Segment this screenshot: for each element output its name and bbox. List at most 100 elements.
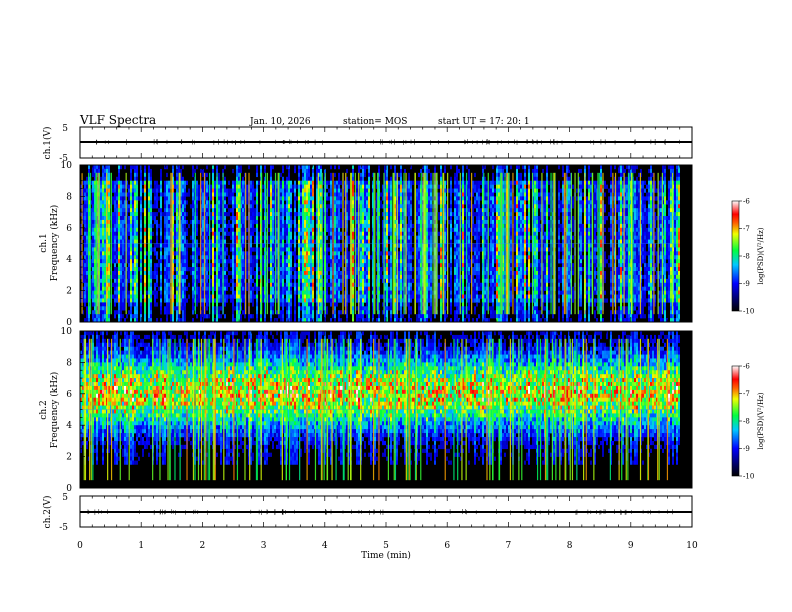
spectrogram-cell [386,188,388,193]
spectrogram-cell [252,204,254,209]
spectrogram-cell [272,243,274,248]
spectrogram-cell [336,192,338,197]
spectrogram-cell [202,231,204,236]
spectrogram-cell [344,270,346,276]
spectrogram-cell [232,208,234,213]
spectrogram-cell [360,239,362,244]
spectrogram-cell [182,216,184,221]
spectrogram-cell [206,223,208,229]
spectrogram-cell [312,314,314,319]
spectrogram-cell [316,270,318,276]
spectrogram-cell [180,302,182,307]
spectrogram-cell [172,192,174,197]
spectrogram-cell [214,255,216,260]
spectrogram-cell [130,172,132,178]
spectrogram-cell [180,294,182,299]
spectrogram-cell [282,318,284,322]
spectrogram-cell [330,243,332,248]
spectrogram-cell [244,200,246,205]
spectrogram-cell [394,298,396,303]
spectrogram-cell [340,286,342,291]
spectrogram-cell [302,200,304,205]
spectrogram-cell [92,239,94,244]
spectrogram-cell [382,243,384,248]
spectrogram-cell [340,216,342,221]
spectrogram-cell [360,306,362,311]
spectrogram-cell [386,274,388,280]
spectrogram-cell [250,216,252,221]
spectrogram-cell [376,216,378,221]
spectrogram-cell [114,270,116,276]
spectrogram-cell [338,235,340,240]
spectrogram-cell [196,227,198,233]
spectrogram-cell [174,306,176,311]
spectrogram-cell [82,278,84,284]
spectrogram-cell [112,184,114,189]
spectrogram-cell [172,188,174,193]
spectrogram-cell [242,204,244,209]
spectrogram-cell [128,278,130,284]
spectrogram-cell [140,223,142,229]
spectrogram-cell [80,184,82,189]
spectrogram-cell [114,267,116,272]
spectrogram-cell [276,290,278,295]
spectrogram-cell [86,200,88,205]
spectrogram-cell [144,235,146,240]
spectrogram-cell [130,243,132,248]
spectrogram-cell [318,227,320,233]
spectrogram-cell [386,306,388,311]
spectrogram-cell [164,216,166,221]
spectrogram-cell [272,247,274,252]
spectrogram-cell [298,200,300,205]
spectrogram-cell [372,314,374,319]
spectrogram-cell [86,243,88,248]
spectrogram-cell [364,286,366,291]
spectrogram-cell [84,274,86,280]
spectrogram-cell [226,282,228,287]
spectrogram-cell [302,184,304,189]
spectrogram-cell [378,184,380,189]
spectrogram-cell [386,302,388,307]
spectrogram-cell [128,196,130,201]
spectrogram-cell [186,286,188,291]
spectrogram-cell [398,251,400,256]
spectrogram-cell [120,196,122,201]
spectrogram-cell [224,212,226,217]
spectrogram-cell [84,259,86,264]
spectrogram-cell [92,165,94,170]
spectrogram-cell [334,196,336,201]
spectrogram-cell [336,267,338,272]
spectrogram-cell [156,278,158,284]
spectrogram-cell [364,318,366,322]
spectrogram-cell [136,219,138,225]
spectrogram-cell [238,168,240,174]
spectrogram-cell [362,255,364,260]
spectrogram-cell [108,172,110,178]
spectrogram-cell [108,165,110,170]
spectrogram-cell [102,235,104,240]
spectrogram-cell [344,192,346,197]
spectrogram-cell [274,318,276,322]
spectrogram-cell [284,243,286,248]
spectrogram-cell [186,200,188,205]
spectrogram-cell [132,255,134,260]
spectrogram-cell [236,200,238,205]
spectrogram-cell [306,290,308,295]
spectrogram-cell [348,235,350,240]
spectrogram-cell [158,208,160,213]
spectrogram-cell [130,274,132,280]
spectrogram-cell [272,219,274,225]
spectrogram-cell [378,235,380,240]
spectrogram-cell [262,219,264,225]
spectrogram-cell [130,216,132,221]
spectrogram-cell [104,267,106,272]
spectrogram-cell [148,200,150,205]
spectrogram-cell [320,172,322,178]
spectrogram-cell [282,223,284,229]
spectrogram-cell [280,282,282,287]
spectrogram-cell [102,223,104,229]
spectrogram-cell [336,219,338,225]
spectrogram-cell [116,235,118,240]
spectrogram-cell [346,192,348,197]
spectrogram-cell [164,212,166,217]
